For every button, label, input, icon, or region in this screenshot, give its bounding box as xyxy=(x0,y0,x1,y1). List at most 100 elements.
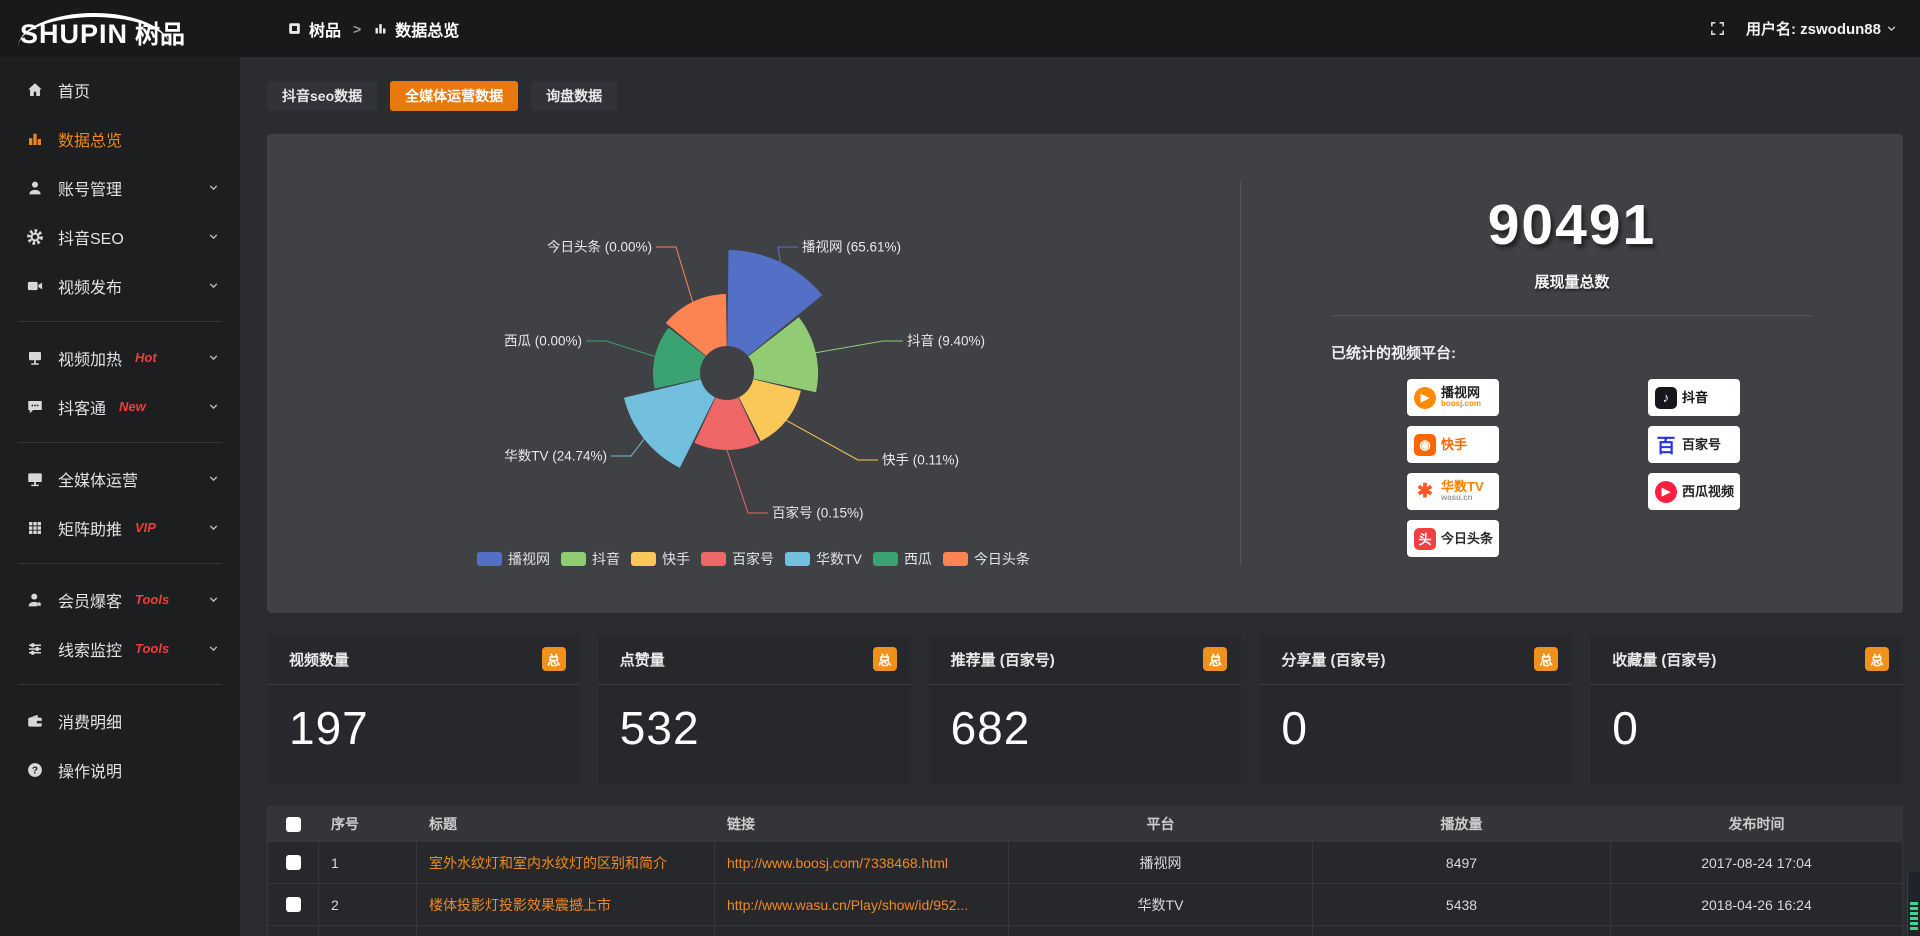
sidebar-item-video-publish[interactable]: 视频发布 xyxy=(0,261,240,310)
rose-pie-svg: 播视网 (65.61%) 抖音 (9.40%) 快手 (0.11%) 百家号 (0.1… xyxy=(504,239,985,521)
video-url-link[interactable]: http://www.boosj.com/7338468.html xyxy=(714,841,1009,884)
publish-time-cell xyxy=(1610,925,1903,936)
legend-item-百家号[interactable]: 百家号 xyxy=(701,549,774,569)
sidebar-item-member-burst[interactable]: 会员爆客 Tools xyxy=(0,575,240,624)
user-menu[interactable]: 用户名: zswodun88 xyxy=(1746,18,1898,39)
sidebar-item-douketong[interactable]: 抖客通 New xyxy=(0,382,240,431)
breadcrumb-item-current[interactable]: 数据总览 xyxy=(373,17,459,41)
table-header-2: 标题 xyxy=(416,806,715,842)
total-badge[interactable]: 总 xyxy=(872,647,897,671)
sidebar-item-omnimedia-operation[interactable]: 全媒体运营 xyxy=(0,454,240,503)
stat-card-title: 收藏量 (百家号) xyxy=(1612,651,1717,669)
sidebar-item-label: 视频加热 xyxy=(58,351,123,369)
logo[interactable]: SHUPIN 树品 xyxy=(0,9,240,48)
sidebar-item-label: 矩阵助推 xyxy=(58,521,123,539)
table-row: 2 楼体投影灯投影效果震撼上市 http://www.wasu.cn/Play/sh… xyxy=(267,883,1903,926)
platform-badge-wasu[interactable]: ✱ 华数TV wasu.cn xyxy=(1407,473,1499,510)
sidebar-item-badge: Tools xyxy=(135,641,170,656)
legend-item-播视网[interactable]: 播视网 xyxy=(477,549,550,569)
tab-omnimedia-data[interactable]: 全媒体运营数据 xyxy=(390,81,519,111)
legend-item-华数TV[interactable]: 华数TV xyxy=(785,549,862,569)
platform-badge-xigua[interactable]: ▶ 西瓜视频 xyxy=(1648,473,1740,510)
total-badge[interactable]: 总 xyxy=(1864,647,1889,671)
wasu-logo-icon: ✱ xyxy=(1417,481,1433,502)
platform-badge-baijiahao[interactable]: 百百家号 xyxy=(1648,426,1740,463)
pie-slice-抖音[interactable] xyxy=(748,317,819,393)
stat-card-title: 推荐量 (百家号) xyxy=(950,651,1055,669)
sidebar-item-data-overview[interactable]: 数据总览 xyxy=(0,114,240,163)
row-checkbox[interactable] xyxy=(285,897,301,912)
stat-card-share-count: 分享量 (百家号) 总 0 xyxy=(1259,634,1573,784)
douyin-logo-icon: ♪ xyxy=(1655,386,1677,409)
platform-cell xyxy=(1008,925,1313,936)
xigua-logo-icon: ▶ xyxy=(1655,480,1677,503)
sidebar-item-douyin-seo[interactable]: 抖音SEO xyxy=(0,212,240,261)
fullscreen-icon[interactable] xyxy=(1709,20,1726,37)
legend-label: 抖音 xyxy=(592,551,621,567)
tab-douyin-seo-data[interactable]: 抖音seo数据 xyxy=(267,81,378,111)
platform-badge-boosj[interactable]: ▶ 播视网 boosj.com xyxy=(1407,379,1499,416)
sidebar-item-label: 全媒体运营 xyxy=(58,472,139,490)
total-badge[interactable]: 总 xyxy=(541,647,566,671)
app-square-icon xyxy=(287,21,302,36)
total-badge[interactable]: 总 xyxy=(1203,647,1228,671)
total-impressions-label: 展现量总数 xyxy=(1534,274,1610,291)
pie-slice-播视网[interactable] xyxy=(727,250,823,356)
chevron-down-icon xyxy=(207,642,220,655)
table-header-5: 播放量 xyxy=(1312,806,1611,842)
row-index xyxy=(318,925,417,936)
row-checkbox[interactable] xyxy=(285,855,301,870)
table-row xyxy=(267,925,1903,936)
member-icon xyxy=(26,591,44,609)
video-title-link[interactable]: 室外水纹灯和室内水纹灯的区别和简介 xyxy=(416,841,715,884)
platform-badge-toutiao[interactable]: 头今日头条 xyxy=(1407,520,1499,557)
chevron-down-icon xyxy=(207,351,220,364)
platforms-grid: ▶ 播视网 boosj.com ◉ 快手 ✱ 华数TV wasu.cn 头今日头条 ♪ 抖音百百家号… xyxy=(1241,379,1903,557)
sidebar-item-badge: Hot xyxy=(135,350,157,365)
stat-card-video-count: 视频数量 总 197 xyxy=(267,634,580,784)
legend-item-西瓜[interactable]: 西瓜 xyxy=(872,549,932,569)
platform-badge-kuaishou[interactable]: ◉ 快手 xyxy=(1407,426,1499,463)
pie-label-line xyxy=(777,246,798,263)
video-title-link[interactable]: 楼体投影灯投影效果震撼上市 xyxy=(416,883,715,926)
sidebar-item-matrix-boost[interactable]: 矩阵助推 VIP xyxy=(0,503,240,552)
select-all-checkbox[interactable] xyxy=(285,816,301,832)
sidebar-item-operation-guide[interactable]: ? 操作说明 xyxy=(0,745,240,794)
pie-slice-今日头条[interactable] xyxy=(665,294,727,356)
sidebar-item-label: 抖音SEO xyxy=(58,230,124,248)
table-header-checkbox xyxy=(267,806,319,842)
pie-label: 抖音 (9.40%) xyxy=(907,333,985,349)
platform-name: 快手 xyxy=(1441,436,1468,452)
legend-item-快手[interactable]: 快手 xyxy=(631,549,690,569)
pie-slice-西瓜[interactable] xyxy=(653,327,706,389)
side-widget[interactable] xyxy=(1907,872,1920,936)
pie-slice-快手[interactable] xyxy=(739,379,801,442)
chart-panel: 播视网 (65.61%) 抖音 (9.40%) 快手 (0.11%) 百家号 (0.1… xyxy=(267,134,1903,613)
pie-slice-百家号[interactable] xyxy=(694,397,760,451)
total-badge[interactable]: 总 xyxy=(1534,647,1559,671)
wallet-icon xyxy=(26,712,44,730)
sidebar-item-label: 首页 xyxy=(58,83,91,101)
chat-icon xyxy=(26,398,44,416)
chevron-down-icon xyxy=(1887,26,1896,32)
pie-label: 今日头条 (0.00%) xyxy=(547,239,652,255)
legend-item-今日头条[interactable]: 今日头条 xyxy=(942,549,1030,569)
video-url-link[interactable]: http://www.wasu.cn/Play/show/id/952... xyxy=(714,883,1009,926)
pie-label: 百家号 (0.15%) xyxy=(772,505,864,521)
sidebar-item-account-management[interactable]: 账号管理 xyxy=(0,163,240,212)
breadcrumb-item-root[interactable]: 树品 xyxy=(287,17,341,41)
publish-time-cell: 2017-08-24 17:04 xyxy=(1610,841,1903,884)
bar-chart-icon xyxy=(373,21,388,36)
summary-panel: 90491 展现量总数 已统计的视频平台: ▶ 播视网 boosj.com ◉ 快手 ✱ 华… xyxy=(1241,134,1903,613)
sidebar-item-consumption-detail[interactable]: 消费明细 xyxy=(0,696,240,745)
tab-inquiry-data[interactable]: 询盘数据 xyxy=(531,81,618,111)
sidebar-item-clue-monitor[interactable]: 线索监控 Tools xyxy=(0,624,240,673)
legend-item-抖音[interactable]: 抖音 xyxy=(561,549,620,569)
pie-slice-华数TV[interactable] xyxy=(624,379,715,468)
platform-badge-douyin[interactable]: ♪ 抖音 xyxy=(1648,379,1740,416)
chevron-down-icon xyxy=(207,230,220,243)
platform-name: 今日头条 xyxy=(1441,530,1494,546)
sidebar-item-home[interactable]: 首页 xyxy=(0,65,240,114)
chevron-down-icon xyxy=(207,472,220,485)
sidebar-item-video-heat[interactable]: 视频加热 Hot xyxy=(0,333,240,382)
